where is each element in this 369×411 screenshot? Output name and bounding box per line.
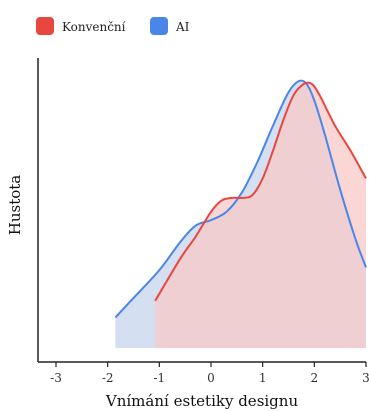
x-axis-ticks: -3 -2 -1 0 1 2 3 — [50, 362, 369, 385]
legend-label-konvencni: Konvenční — [62, 20, 126, 34]
legend: Konvenční AI — [36, 17, 190, 35]
x-tick-label: -2 — [102, 371, 114, 385]
density-line-ai — [114, 79, 367, 319]
x-axis-title: Vnímání estetiky designu — [105, 392, 299, 410]
x-tick-label: -1 — [153, 371, 165, 385]
density-areas — [115, 80, 366, 349]
x-tick-label: 3 — [362, 371, 369, 385]
x-tick-label: 1 — [259, 371, 267, 385]
legend-swatch-ai — [150, 17, 168, 35]
density-line-konvencni — [154, 81, 367, 302]
x-tick-label: 0 — [207, 371, 215, 385]
x-tick-label: 2 — [311, 371, 319, 385]
y-axis-title: Hustota — [6, 175, 24, 236]
x-tick-label: -3 — [50, 371, 62, 385]
density-lines — [114, 79, 367, 319]
density-area-konvencni — [155, 82, 366, 348]
legend-swatch-konvencni — [36, 17, 54, 35]
legend-label-ai: AI — [175, 20, 190, 34]
